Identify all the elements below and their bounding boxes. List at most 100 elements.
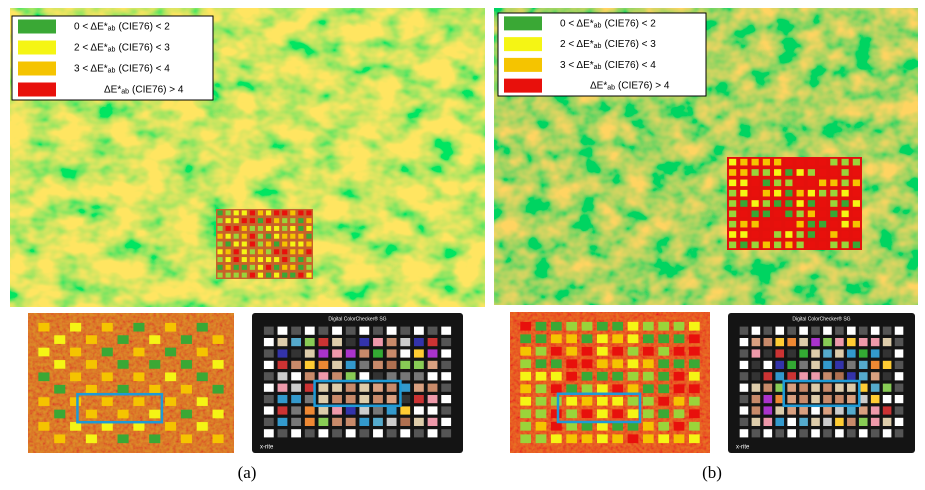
colorchecker-patch — [835, 338, 844, 346]
colorchecker-patch — [883, 395, 892, 403]
colorchecker-patch — [752, 338, 761, 346]
zoom-patch — [70, 372, 81, 381]
colorchecker-patch — [264, 361, 274, 369]
zoom-patch — [536, 434, 547, 443]
legend-swatch — [18, 20, 56, 34]
map-target-patch — [282, 257, 287, 262]
map-target-patch — [274, 234, 279, 239]
colorchecker-patch — [373, 418, 383, 426]
colorchecker-patch — [811, 338, 820, 346]
colorchecker-patch — [799, 406, 808, 414]
zoom-patch — [520, 347, 531, 356]
colorchecker-patch — [811, 406, 820, 414]
zoom-patch — [643, 347, 654, 356]
colorchecker-patch — [752, 349, 761, 357]
map-target-patch — [242, 218, 247, 223]
map-target-patch — [819, 221, 826, 228]
map-target-patch — [830, 242, 837, 249]
map-target-patch — [752, 242, 759, 249]
zoom-patch — [86, 335, 97, 344]
map-target-patch — [234, 226, 239, 231]
panel-label: (a) — [238, 463, 257, 482]
map-target-patch — [774, 180, 781, 187]
colorchecker-patch — [346, 429, 356, 437]
colorchecker-patch — [414, 406, 424, 414]
map-target-patch — [217, 218, 222, 223]
colorchecker-patch — [305, 395, 315, 403]
colorchecker-patch — [775, 349, 784, 357]
map-target-patch — [740, 169, 747, 176]
colorchecker-patch — [332, 349, 342, 357]
map-target-patch — [250, 242, 255, 247]
colorchecker-patch — [400, 372, 410, 380]
map-target-patch — [763, 200, 770, 207]
colorchecker-patch — [799, 418, 808, 426]
map-target-patch — [234, 257, 239, 262]
map-target-patch — [258, 234, 263, 239]
colorchecker-patch — [895, 327, 904, 335]
colorchecker-patch — [847, 349, 856, 357]
colorchecker-patch — [387, 395, 397, 403]
zoom-patch — [643, 409, 654, 418]
map-target-patch — [729, 169, 736, 176]
zoom-patch — [643, 372, 654, 381]
colorchecker-patch — [752, 384, 761, 392]
zoom-patch — [566, 397, 577, 406]
map-target-patch — [729, 231, 736, 238]
colorchecker-patch — [278, 372, 288, 380]
colorchecker-patch — [373, 338, 383, 346]
map-target-patch — [258, 265, 263, 270]
colorchecker-patch — [346, 406, 356, 414]
zoom-patch — [118, 385, 129, 394]
map-target-patch — [853, 211, 860, 218]
zoom-patch — [582, 397, 593, 406]
colorchecker-patch — [400, 418, 410, 426]
zoom-patch — [149, 360, 160, 369]
legend-label-prefix: 2 < ΔE* — [74, 42, 108, 53]
colorchecker-patch — [740, 406, 749, 414]
colorchecker-patch — [305, 349, 315, 357]
colorchecker-patch — [291, 361, 301, 369]
colorchecker-patch — [359, 384, 369, 392]
colorchecker-patch — [871, 384, 880, 392]
map-target-patch — [242, 249, 247, 254]
map-target-patch — [258, 257, 263, 262]
map-target-patch — [234, 242, 239, 247]
colorchecker-patch — [740, 429, 749, 437]
map-target-patch — [242, 234, 247, 239]
legend-label-prefix: 3 < ΔE* — [560, 60, 594, 71]
map-target-patch — [282, 218, 287, 223]
legend-label-suffix: (CIE76) < 3 — [118, 42, 170, 53]
colorchecker-patch — [359, 395, 369, 403]
map-target-patch — [797, 190, 804, 197]
map-target-patch — [226, 273, 231, 278]
colorchecker-patch — [332, 361, 342, 369]
colorchecker-patch — [895, 429, 904, 437]
zoom-patch — [643, 359, 654, 368]
colorchecker-patch — [400, 349, 410, 357]
map-target-patch — [797, 242, 804, 249]
zoom-patch — [54, 335, 65, 344]
zoom-patch — [70, 323, 81, 332]
zoom-patch — [86, 434, 97, 443]
map-target-patch — [785, 180, 792, 187]
colorchecker-patch — [835, 395, 844, 403]
colorchecker-patch — [373, 384, 383, 392]
colorchecker-patch — [883, 429, 892, 437]
colorchecker-patch — [441, 406, 451, 414]
map-target-patch — [234, 265, 239, 270]
map-target-patch — [729, 200, 736, 207]
map-target-patch — [763, 180, 770, 187]
colorchecker-patch — [400, 361, 410, 369]
legend-label: 3 < ΔE*ab(CIE76) < 4 — [74, 63, 170, 74]
zoom-patch — [536, 359, 547, 368]
legend-label-suffix: (CIE76) < 4 — [604, 60, 656, 71]
zoom-patch — [197, 348, 208, 357]
colorchecker-patch — [775, 327, 784, 335]
colorchecker-patch — [400, 327, 410, 335]
colorchecker-patch — [823, 338, 832, 346]
colorchecker-patch — [264, 327, 274, 335]
zoom-patch — [674, 409, 685, 418]
colorchecker-patch — [752, 406, 761, 414]
map-target-patch — [774, 190, 781, 197]
